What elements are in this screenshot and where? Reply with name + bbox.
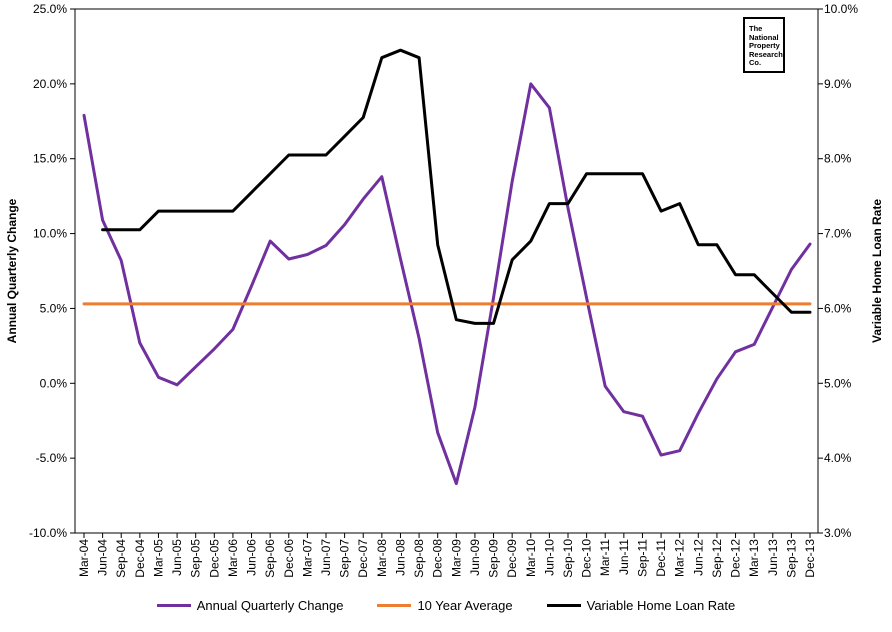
right-axis-tick-label: 9.0% bbox=[824, 77, 852, 91]
x-axis-tick-label: Dec-12 bbox=[729, 539, 743, 578]
x-axis-tick-label: Sep-09 bbox=[487, 539, 501, 578]
x-axis-tick-label: Jun-12 bbox=[691, 539, 705, 576]
legend-label: Variable Home Loan Rate bbox=[586, 598, 736, 613]
x-axis-tick-label: Jun-10 bbox=[542, 539, 556, 576]
left-axis-tick-label: 20.0% bbox=[33, 77, 67, 91]
x-axis-tick-label: Mar-05 bbox=[151, 539, 165, 577]
x-axis-tick-label: Sep-08 bbox=[412, 539, 426, 578]
x-axis-tick-label: Mar-12 bbox=[673, 539, 687, 577]
right-axis-tick-label: 7.0% bbox=[824, 227, 852, 241]
x-axis-tick-label: Jun-08 bbox=[393, 539, 407, 576]
left-axis-tick-label: 15.0% bbox=[33, 152, 67, 166]
plot-area-frame bbox=[74, 8, 819, 534]
series-variable-home-loan-rate bbox=[101, 48, 812, 325]
x-axis-tick-label: Jun-04 bbox=[96, 539, 110, 576]
left-axis-title: Annual Quarterly Change bbox=[5, 198, 19, 343]
x-axis-tick-label: Sep-05 bbox=[189, 539, 203, 578]
right-axis-tick-label: 4.0% bbox=[824, 451, 852, 465]
logo-line: Property bbox=[749, 41, 780, 50]
left-axis-tick-label: 5.0% bbox=[40, 301, 68, 315]
x-axis-tick-label: Dec-09 bbox=[505, 539, 519, 578]
x-axis-tick-label: Mar-06 bbox=[226, 539, 240, 577]
x-axis-tick-label: Jun-06 bbox=[245, 539, 259, 576]
x-axis-tick-label: Jun-09 bbox=[468, 539, 482, 576]
x-axis-tick-label: Mar-04 bbox=[77, 539, 91, 577]
x-axis-tick-label: Dec-04 bbox=[133, 539, 147, 578]
chart-legend: Annual Quarterly Change 10 Year Average … bbox=[0, 598, 892, 613]
legend-item-10yr-average: 10 Year Average bbox=[377, 598, 513, 613]
logo-line: Co. bbox=[749, 58, 762, 67]
left-axis-tick-label: 25.0% bbox=[33, 2, 67, 16]
company-logo: The National Property Research Co. bbox=[743, 17, 785, 73]
x-axis-tick-label: Mar-13 bbox=[747, 539, 761, 577]
x-axis-tick-label: Sep-04 bbox=[114, 539, 128, 578]
legend-label: Annual Quarterly Change bbox=[196, 598, 344, 613]
right-axis-title: Variable Home Loan Rate bbox=[870, 199, 884, 343]
x-axis-tick-label: Dec-13 bbox=[803, 539, 817, 578]
right-axis-tick-label: 3.0% bbox=[824, 526, 852, 540]
logo-line: National bbox=[749, 32, 779, 42]
legend-label: 10 Year Average bbox=[417, 598, 513, 613]
x-axis-tick-label: Mar-08 bbox=[375, 539, 389, 577]
x-axis-tick-label: Sep-12 bbox=[710, 539, 724, 578]
legend-item-loan-rate: Variable Home Loan Rate bbox=[546, 598, 736, 613]
left-axis-tick-label: 0.0% bbox=[40, 376, 68, 390]
x-axis-tick-label: Dec-05 bbox=[207, 539, 221, 578]
x-axis-tick-label: Jun-13 bbox=[766, 539, 780, 576]
series-annual-quarterly-change bbox=[82, 82, 812, 486]
x-axis-tick-label: Sep-06 bbox=[263, 539, 277, 578]
legend-swatch bbox=[546, 604, 581, 607]
x-axis-tick-label: Sep-10 bbox=[561, 539, 575, 578]
right-axis-tick-label: 6.0% bbox=[824, 301, 852, 315]
x-axis-tick-label: Mar-07 bbox=[300, 539, 314, 577]
logo-line: The bbox=[749, 24, 763, 33]
legend-swatch bbox=[156, 604, 191, 607]
x-axis-tick-label: Sep-13 bbox=[784, 539, 798, 578]
logo-line: Research bbox=[749, 49, 783, 59]
right-axis-tick-label: 5.0% bbox=[824, 376, 852, 390]
x-axis-tick-label: Jun-11 bbox=[617, 539, 631, 575]
x-axis-tick-label: Jun-05 bbox=[170, 539, 184, 576]
x-axis-tick-label: Mar-09 bbox=[449, 539, 463, 577]
x-axis-tick-label: Sep-07 bbox=[338, 539, 352, 578]
right-axis-tick-label: 8.0% bbox=[824, 152, 852, 166]
x-axis-tick-label: Dec-06 bbox=[282, 539, 296, 578]
legend-swatch bbox=[377, 604, 412, 607]
x-axis-tick-label: Dec-10 bbox=[580, 539, 594, 578]
x-axis-tick-label: Mar-11 bbox=[598, 539, 612, 576]
left-axis-tick-label: 10.0% bbox=[33, 227, 67, 241]
left-axis-tick-label: -10.0% bbox=[29, 526, 67, 540]
x-axis-tick-label: Dec-11 bbox=[654, 539, 668, 577]
x-axis-tick-label: Mar-10 bbox=[524, 539, 538, 577]
legend-item-annual-change: Annual Quarterly Change bbox=[156, 598, 344, 613]
left-axis-tick-label: -5.0% bbox=[36, 451, 68, 465]
right-axis-tick-label: 10.0% bbox=[824, 2, 858, 16]
x-axis-tick-label: Sep-11 bbox=[635, 539, 649, 577]
x-axis-tick-label: Dec-07 bbox=[356, 539, 370, 578]
x-axis-tick-label: Jun-07 bbox=[319, 539, 333, 576]
x-axis-tick-label: Dec-08 bbox=[431, 539, 445, 578]
